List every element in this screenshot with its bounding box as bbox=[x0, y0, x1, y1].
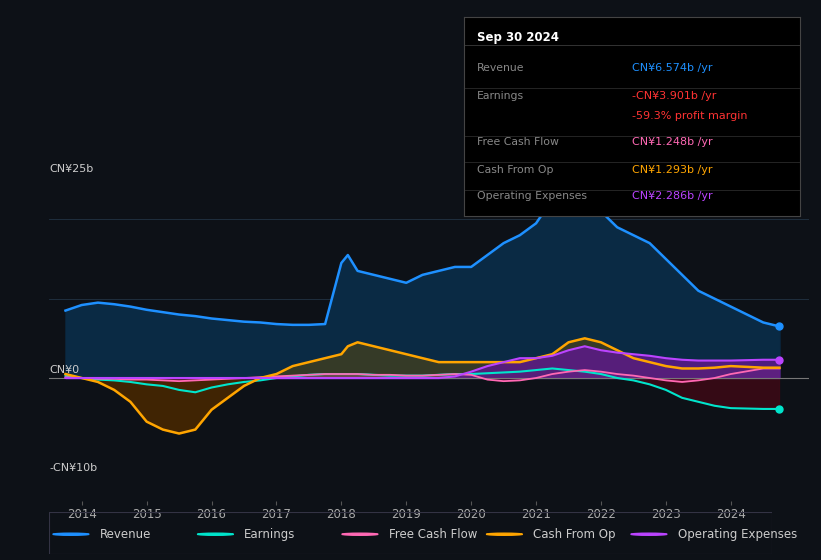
Text: CN¥25b: CN¥25b bbox=[49, 164, 94, 174]
Text: Earnings: Earnings bbox=[245, 528, 296, 541]
Text: CN¥0: CN¥0 bbox=[49, 365, 80, 375]
Circle shape bbox=[486, 533, 522, 535]
Text: Operating Expenses: Operating Expenses bbox=[678, 528, 797, 541]
Text: Cash From Op: Cash From Op bbox=[534, 528, 616, 541]
Text: CN¥2.286b /yr: CN¥2.286b /yr bbox=[632, 191, 713, 200]
Text: CN¥1.248b /yr: CN¥1.248b /yr bbox=[632, 137, 713, 147]
Text: -59.3% profit margin: -59.3% profit margin bbox=[632, 111, 748, 121]
Text: -CN¥10b: -CN¥10b bbox=[49, 463, 98, 473]
Text: Free Cash Flow: Free Cash Flow bbox=[389, 528, 477, 541]
Text: Revenue: Revenue bbox=[477, 63, 525, 73]
Text: Revenue: Revenue bbox=[100, 528, 151, 541]
Text: Operating Expenses: Operating Expenses bbox=[477, 191, 587, 200]
Text: Free Cash Flow: Free Cash Flow bbox=[477, 137, 559, 147]
Circle shape bbox=[631, 533, 667, 535]
Circle shape bbox=[53, 533, 89, 535]
Text: Earnings: Earnings bbox=[477, 91, 525, 101]
Circle shape bbox=[342, 533, 378, 535]
Circle shape bbox=[197, 533, 233, 535]
Text: CN¥1.293b /yr: CN¥1.293b /yr bbox=[632, 165, 713, 175]
Text: CN¥6.574b /yr: CN¥6.574b /yr bbox=[632, 63, 713, 73]
Text: Cash From Op: Cash From Op bbox=[477, 165, 554, 175]
Text: -CN¥3.901b /yr: -CN¥3.901b /yr bbox=[632, 91, 717, 101]
Text: Sep 30 2024: Sep 30 2024 bbox=[477, 31, 559, 44]
